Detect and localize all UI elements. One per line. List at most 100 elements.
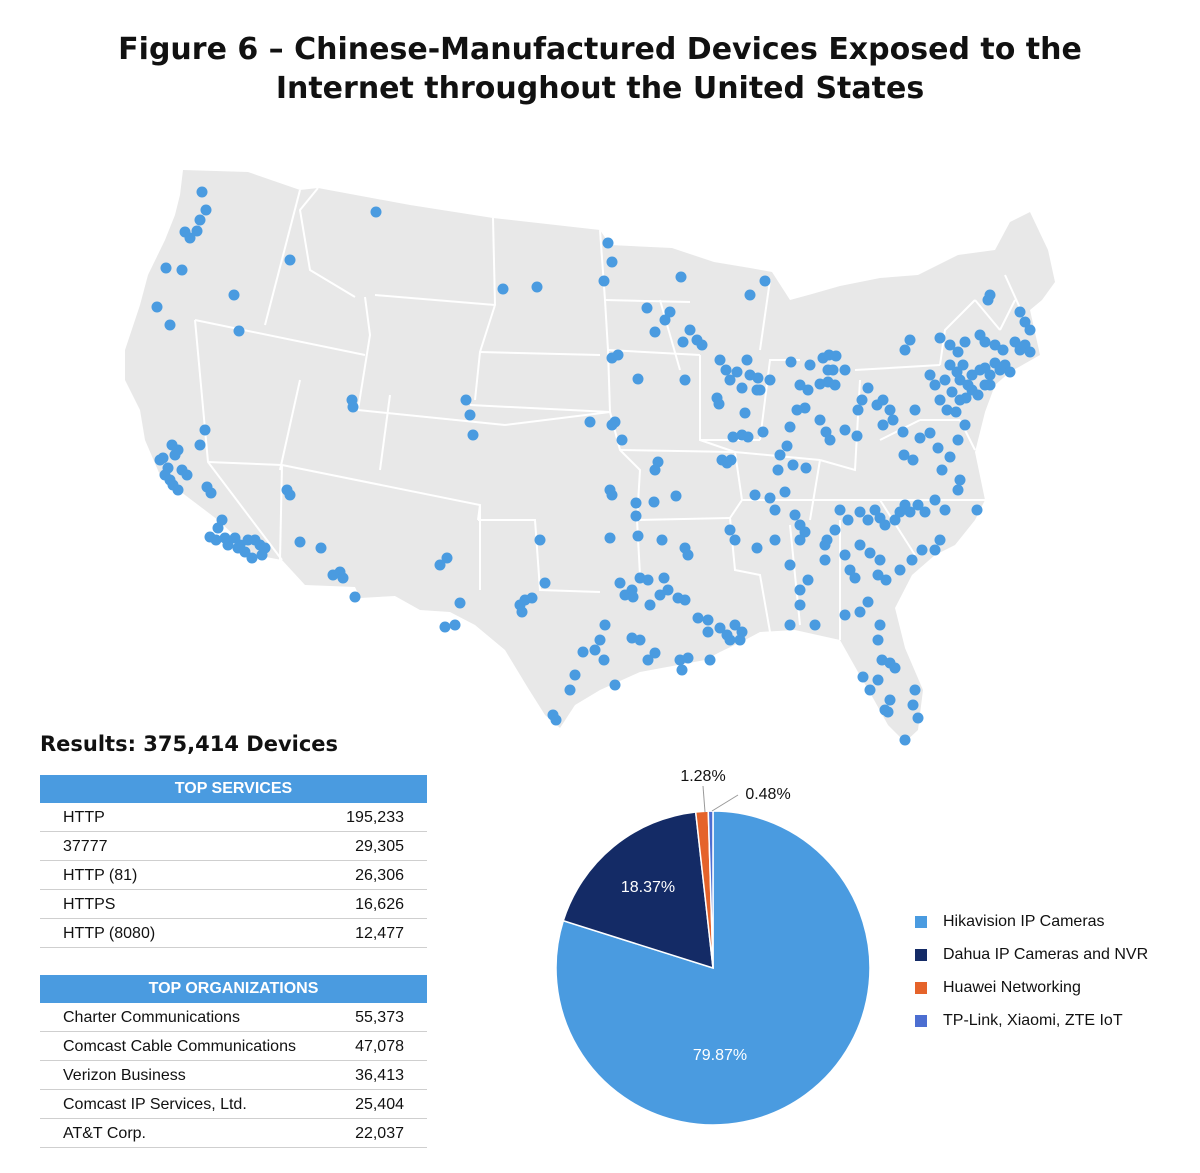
state-border: [469, 404, 611, 413]
device-dot: [1019, 316, 1031, 328]
row-value: 29,305: [355, 838, 404, 855]
top-organizations-rows: Charter Communications 55,373 Comcast Cabl…: [40, 1003, 427, 1148]
device-dot: [172, 484, 184, 496]
device-dot: [874, 619, 886, 631]
device-dot: [904, 334, 916, 346]
device-dot: [839, 364, 851, 376]
device-dot: [809, 619, 821, 631]
top-services-header: TOP SERVICES: [40, 775, 427, 803]
device-dot: [460, 394, 472, 406]
device-dot: [984, 379, 996, 391]
device-dot: [577, 646, 589, 658]
device-dot: [634, 634, 646, 646]
device-dot: [934, 394, 946, 406]
device-dot: [630, 510, 642, 522]
device-dot: [606, 256, 618, 268]
legend-swatch: [915, 948, 927, 961]
device-dot: [594, 634, 606, 646]
device-dot: [1024, 324, 1036, 336]
device-dot: [166, 439, 178, 451]
device-dot: [764, 374, 776, 386]
device-dot: [713, 398, 725, 410]
device-dot: [984, 369, 996, 381]
device-dot: [794, 379, 806, 391]
table-row: Charter Communications 55,373: [40, 1003, 427, 1032]
device-dot: [664, 306, 676, 318]
row-label: Comcast IP Services, Ltd.: [63, 1096, 247, 1113]
device-dot: [212, 522, 224, 534]
top-organizations-header: TOP ORGANIZATIONS: [40, 975, 427, 1003]
device-dot: [724, 374, 736, 386]
device-dot: [656, 534, 668, 546]
device-dot: [909, 684, 921, 696]
device-dot: [720, 364, 732, 376]
legend-label: TP-Link, Xiaomi, ZTE IoT: [943, 1011, 1123, 1029]
state-border: [379, 394, 391, 471]
device-dot: [769, 534, 781, 546]
title-line-2: Internet throughout the United States: [275, 71, 925, 106]
device-dot: [729, 534, 741, 546]
row-label: HTTP (8080): [63, 925, 156, 942]
device-dot: [971, 504, 983, 516]
device-dot: [612, 349, 624, 361]
device-dot: [160, 262, 172, 274]
device-dot: [181, 469, 193, 481]
state-border: [879, 499, 916, 556]
row-value: 26,306: [355, 867, 404, 884]
device-dot: [749, 489, 761, 501]
device-dot: [599, 619, 611, 631]
device-dot: [791, 404, 803, 416]
pie-slices: [555, 810, 871, 1126]
legend-item: Dahua IP Cameras and NVR: [915, 938, 1148, 971]
device-dot: [952, 346, 964, 358]
row-value: 25,404: [355, 1096, 404, 1113]
table-row: HTTPS 16,626: [40, 890, 427, 919]
legend-label: Huawei Networking: [943, 978, 1081, 996]
device-dot: [727, 431, 739, 443]
device-dot: [294, 536, 306, 548]
table-row: HTTP 195,233: [40, 803, 427, 832]
device-dot: [196, 186, 208, 198]
state-border: [207, 461, 283, 466]
device-dot: [734, 634, 746, 646]
device-dot: [284, 254, 296, 266]
device-dot: [232, 542, 244, 554]
device-dot: [862, 596, 874, 608]
us-land-shape: [125, 170, 1055, 742]
device-dot: [644, 599, 656, 611]
device-dot: [648, 496, 660, 508]
device-dot: [794, 534, 806, 546]
leader-line: [702, 785, 706, 813]
device-dot: [898, 449, 910, 461]
device-dot: [589, 644, 601, 656]
device-dot: [884, 404, 896, 416]
device-dot: [194, 439, 206, 451]
device-dot: [675, 271, 687, 283]
device-dot: [844, 564, 856, 576]
device-dot: [824, 434, 836, 446]
device-dot: [821, 534, 833, 546]
device-dot: [759, 275, 771, 287]
device-dot: [882, 706, 894, 718]
row-value: 55,373: [355, 1009, 404, 1026]
device-dot: [944, 359, 956, 371]
legend-item: TP-Link, Xiaomi, ZTE IoT: [915, 1004, 1148, 1037]
device-dot: [154, 454, 166, 466]
row-value: 195,233: [346, 809, 404, 826]
device-dot: [879, 519, 891, 531]
device-dot: [884, 694, 896, 706]
device-dot: [497, 283, 509, 295]
device-dot: [464, 409, 476, 421]
device-dot: [724, 524, 736, 536]
device-dot: [228, 289, 240, 301]
device-dot: [531, 281, 543, 293]
device-dot: [684, 324, 696, 336]
device-dot: [337, 572, 349, 584]
device-dot: [789, 509, 801, 521]
device-dot: [739, 407, 751, 419]
device-dot: [929, 379, 941, 391]
device-dot: [862, 382, 874, 394]
device-dot: [702, 614, 714, 626]
device-dot: [602, 237, 614, 249]
device-dot: [929, 494, 941, 506]
